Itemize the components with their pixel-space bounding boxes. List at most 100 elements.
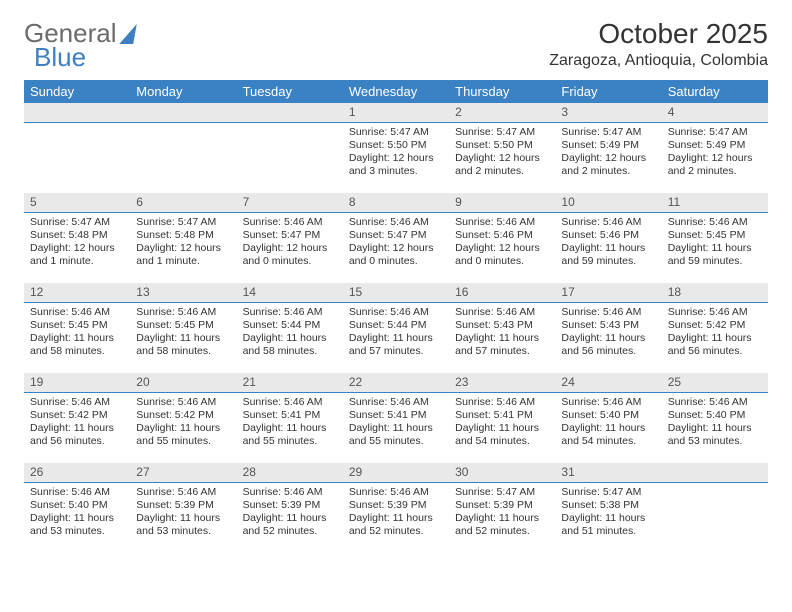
day-body: Sunrise: 5:46 AMSunset: 5:45 PMDaylight:… [662,213,768,273]
daylight-text: Daylight: 11 hours and 52 minutes. [455,512,549,538]
sunrise-text: Sunrise: 5:46 AM [136,486,230,499]
daylight-text: Daylight: 12 hours and 0 minutes. [349,242,443,268]
day-number: 18 [662,283,768,303]
calendar-day-cell: 3Sunrise: 5:47 AMSunset: 5:49 PMDaylight… [555,103,661,193]
daylight-text: Daylight: 11 hours and 56 minutes. [30,422,124,448]
day-body: Sunrise: 5:46 AMSunset: 5:40 PMDaylight:… [662,393,768,453]
sunrise-text: Sunrise: 5:46 AM [349,216,443,229]
daylight-text: Daylight: 11 hours and 51 minutes. [561,512,655,538]
logo-text-blue: Blue [34,42,86,72]
sunset-text: Sunset: 5:43 PM [561,319,655,332]
day-body: Sunrise: 5:46 AMSunset: 5:47 PMDaylight:… [237,213,343,273]
logo-sail-icon [119,24,137,44]
day-number: 22 [343,373,449,393]
daylight-text: Daylight: 11 hours and 58 minutes. [30,332,124,358]
sunset-text: Sunset: 5:39 PM [455,499,549,512]
day-body: Sunrise: 5:46 AMSunset: 5:46 PMDaylight:… [555,213,661,273]
sunrise-text: Sunrise: 5:47 AM [455,126,549,139]
day-number: 6 [130,193,236,213]
calendar-day-cell: 31Sunrise: 5:47 AMSunset: 5:38 PMDayligh… [555,463,661,553]
day-body: Sunrise: 5:46 AMSunset: 5:45 PMDaylight:… [130,303,236,363]
sunrise-text: Sunrise: 5:46 AM [136,396,230,409]
calendar-head: Sunday Monday Tuesday Wednesday Thursday… [24,80,768,103]
calendar-day-cell: 18Sunrise: 5:46 AMSunset: 5:42 PMDayligh… [662,283,768,373]
day-number: 25 [662,373,768,393]
daylight-text: Daylight: 11 hours and 57 minutes. [349,332,443,358]
daylight-text: Daylight: 11 hours and 55 minutes. [243,422,337,448]
calendar-table: Sunday Monday Tuesday Wednesday Thursday… [24,80,768,553]
calendar-day-cell: 28Sunrise: 5:46 AMSunset: 5:39 PMDayligh… [237,463,343,553]
title-block: October 2025 Zaragoza, Antioquia, Colomb… [549,18,768,70]
daylight-text: Daylight: 11 hours and 59 minutes. [668,242,762,268]
day-body: Sunrise: 5:47 AMSunset: 5:38 PMDaylight:… [555,483,661,543]
day-number: 21 [237,373,343,393]
day-body: Sunrise: 5:46 AMSunset: 5:42 PMDaylight:… [130,393,236,453]
day-body: Sunrise: 5:46 AMSunset: 5:42 PMDaylight:… [662,303,768,363]
calendar-day-cell: 13Sunrise: 5:46 AMSunset: 5:45 PMDayligh… [130,283,236,373]
day-body: Sunrise: 5:46 AMSunset: 5:41 PMDaylight:… [237,393,343,453]
day-number: 15 [343,283,449,303]
day-body: Sunrise: 5:46 AMSunset: 5:44 PMDaylight:… [237,303,343,363]
day-number: 28 [237,463,343,483]
day-body: Sunrise: 5:46 AMSunset: 5:47 PMDaylight:… [343,213,449,273]
sunrise-text: Sunrise: 5:46 AM [30,396,124,409]
sunset-text: Sunset: 5:41 PM [455,409,549,422]
sunrise-text: Sunrise: 5:46 AM [349,396,443,409]
sunset-text: Sunset: 5:40 PM [561,409,655,422]
sunrise-text: Sunrise: 5:46 AM [561,216,655,229]
day-number: 26 [24,463,130,483]
sunrise-text: Sunrise: 5:47 AM [455,486,549,499]
weekday-row: Sunday Monday Tuesday Wednesday Thursday… [24,80,768,103]
sunset-text: Sunset: 5:46 PM [561,229,655,242]
calendar-day-cell [130,103,236,193]
sunrise-text: Sunrise: 5:47 AM [668,126,762,139]
sunset-text: Sunset: 5:47 PM [349,229,443,242]
weekday-header: Saturday [662,80,768,103]
calendar-week-row: 5Sunrise: 5:47 AMSunset: 5:48 PMDaylight… [24,193,768,283]
day-number: 2 [449,103,555,123]
day-number: 19 [24,373,130,393]
calendar-day-cell: 12Sunrise: 5:46 AMSunset: 5:45 PMDayligh… [24,283,130,373]
sunset-text: Sunset: 5:42 PM [30,409,124,422]
day-number-empty [24,103,130,123]
calendar-day-cell: 19 Sunrise: 5:46 AMSunset: 5:42 PMDayligh… [24,373,130,463]
daylight-text: Daylight: 11 hours and 56 minutes. [668,332,762,358]
day-number: 31 [555,463,661,483]
day-number: 13 [130,283,236,303]
day-number: 27 [130,463,236,483]
day-number: 20 [130,373,236,393]
sunrise-text: Sunrise: 5:46 AM [455,216,549,229]
sunset-text: Sunset: 5:45 PM [30,319,124,332]
weekday-header: Monday [130,80,236,103]
sunset-text: Sunset: 5:44 PM [349,319,443,332]
daylight-text: Daylight: 11 hours and 58 minutes. [136,332,230,358]
sunset-text: Sunset: 5:42 PM [668,319,762,332]
sunrise-text: Sunrise: 5:47 AM [561,486,655,499]
day-number: 1 [343,103,449,123]
day-body: Sunrise: 5:46 AMSunset: 5:39 PMDaylight:… [237,483,343,543]
daylight-text: Daylight: 11 hours and 56 minutes. [561,332,655,358]
daylight-text: Daylight: 12 hours and 1 minute. [136,242,230,268]
day-number: 3 [555,103,661,123]
calendar-day-cell: 15Sunrise: 5:46 AMSunset: 5:44 PMDayligh… [343,283,449,373]
sunset-text: Sunset: 5:44 PM [243,319,337,332]
day-body: Sunrise: 5:46 AMSunset: 5:45 PMDaylight:… [24,303,130,363]
day-number: 17 [555,283,661,303]
day-number: 12 [24,283,130,303]
day-number: 9 [449,193,555,213]
daylight-text: Daylight: 11 hours and 59 minutes. [561,242,655,268]
calendar-day-cell: 25Sunrise: 5:46 AMSunset: 5:40 PMDayligh… [662,373,768,463]
daylight-text: Daylight: 11 hours and 55 minutes. [349,422,443,448]
daylight-text: Daylight: 12 hours and 2 minutes. [561,152,655,178]
daylight-text: Daylight: 11 hours and 52 minutes. [349,512,443,538]
day-body: Sunrise: 5:46 AMSunset: 5:41 PMDaylight:… [449,393,555,453]
sunrise-text: Sunrise: 5:46 AM [561,396,655,409]
sunset-text: Sunset: 5:50 PM [455,139,549,152]
day-body: Sunrise: 5:47 AMSunset: 5:48 PMDaylight:… [24,213,130,273]
day-body: Sunrise: 5:46 AMSunset: 5:39 PMDaylight:… [343,483,449,543]
daylight-text: Daylight: 12 hours and 2 minutes. [455,152,549,178]
day-number: 10 [555,193,661,213]
weekday-header: Wednesday [343,80,449,103]
calendar-day-cell: 4Sunrise: 5:47 AMSunset: 5:49 PMDaylight… [662,103,768,193]
daylight-text: Daylight: 12 hours and 0 minutes. [243,242,337,268]
